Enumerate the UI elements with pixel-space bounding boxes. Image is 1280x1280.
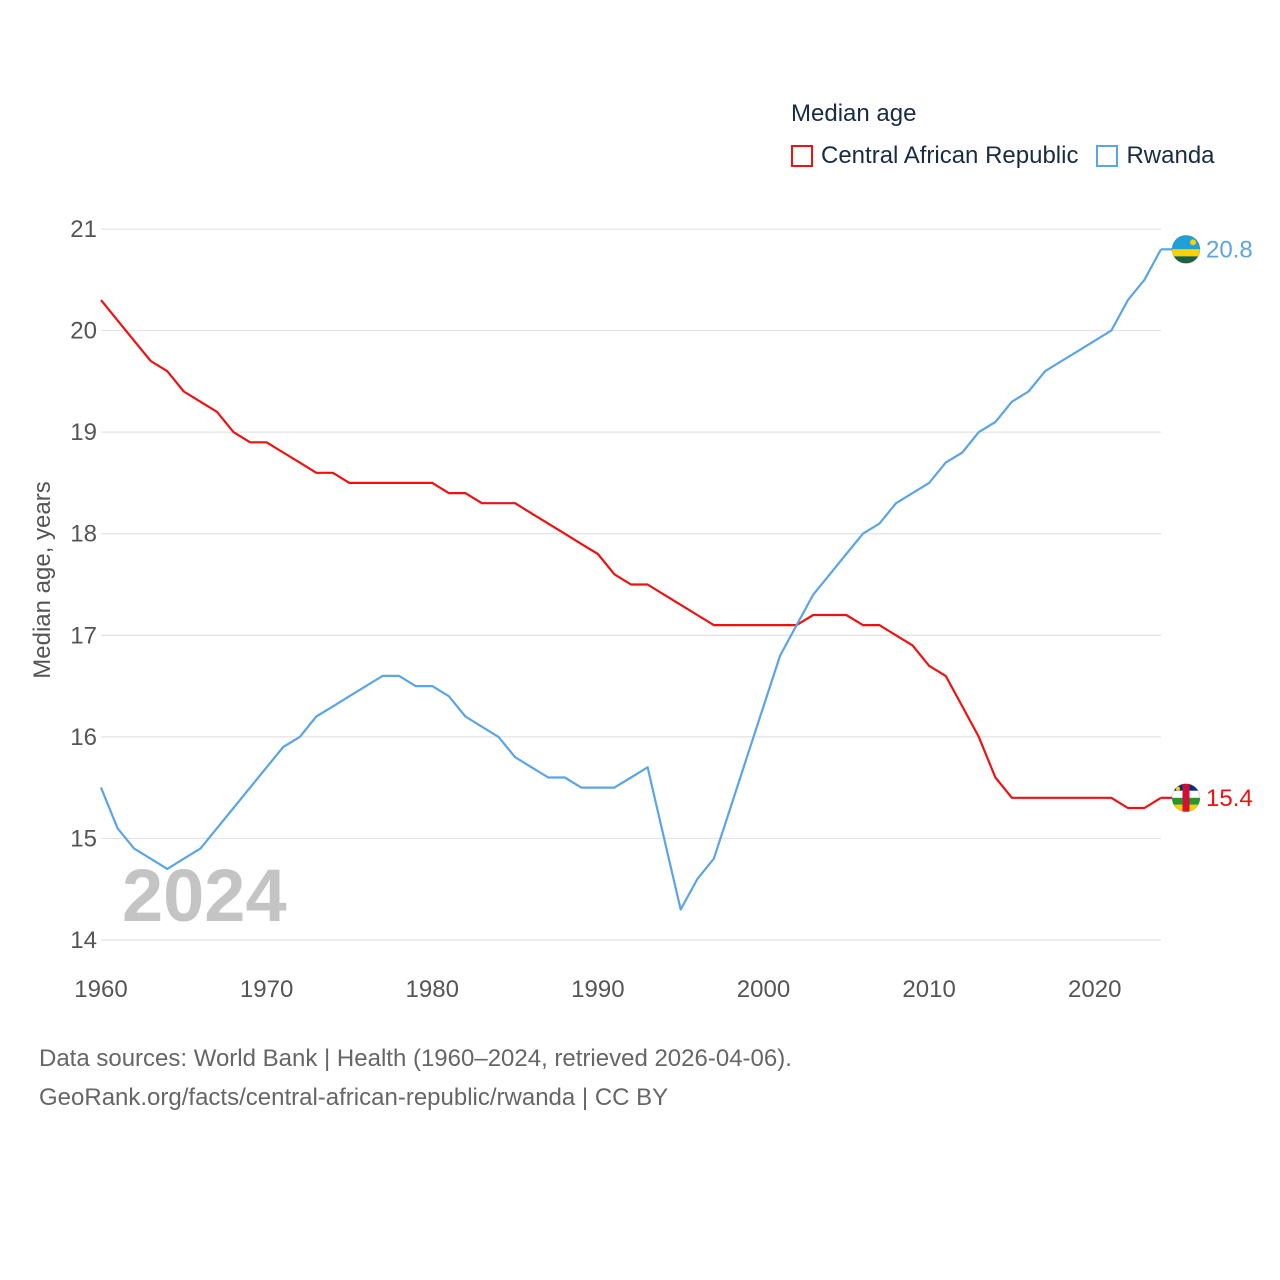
y-tick-label: 18 (70, 521, 97, 548)
data-sources-note: Data sources: World Bank | Health (1960–… (39, 1045, 792, 1072)
gridlines (101, 228, 1161, 941)
series-line-rwanda[interactable] (99, 248, 1162, 911)
legend-swatch-rwanda (1096, 145, 1119, 167)
source-url-license: GeoRank.org/facts/central-african-republ… (39, 1084, 669, 1111)
legend-label-central-african-republic: Central African Republic (821, 142, 1079, 169)
y-tick-label: 19 (70, 419, 97, 446)
legend-item-rwanda[interactable]: Rwanda (1096, 142, 1215, 170)
y-tick-label: 14 (70, 927, 97, 954)
x-tick-label: 2020 (1068, 976, 1121, 1003)
x-tick-label: 2000 (737, 976, 790, 1003)
year-watermark: 2024 (122, 854, 287, 937)
y-axis-title: Median age, years (29, 481, 56, 678)
legend-item-central-african-republic[interactable]: Central African Republic (791, 142, 1078, 170)
series-lines (99, 248, 1162, 911)
legend-title: Median age (791, 100, 917, 127)
x-tick-label: 1980 (406, 976, 459, 1003)
series-line-central-african-republic[interactable] (100, 299, 1162, 810)
legend: Central African Republic Rwanda (791, 142, 1233, 170)
x-tick-label: 2010 (902, 976, 955, 1003)
y-tick-label: 15 (70, 825, 97, 852)
legend-swatch-central-african-republic (791, 145, 813, 167)
x-tick-label: 1990 (571, 976, 624, 1003)
x-tick-label: 1960 (74, 976, 127, 1003)
central-african-republic-flag-icon (1171, 783, 1201, 813)
end-value-label-central-african-republic: 15.4 (1206, 785, 1253, 812)
y-tick-label: 16 (70, 724, 97, 751)
rwanda-flag-icon (1171, 234, 1201, 264)
y-tick-label: 21 (70, 216, 97, 243)
series-end-markers: 15.4 20.8 (1161, 234, 1253, 813)
x-axis-ticks: 1960 1970 1980 1990 2000 2010 2020 (74, 976, 1121, 1003)
y-tick-label: 20 (70, 318, 97, 345)
x-tick-label: 1970 (240, 976, 293, 1003)
y-tick-label: 17 (70, 622, 97, 649)
y-axis-ticks: 14 15 16 17 18 19 20 21 (70, 216, 97, 954)
end-value-label-rwanda: 20.8 (1206, 236, 1253, 263)
legend-label-rwanda: Rwanda (1126, 142, 1215, 169)
